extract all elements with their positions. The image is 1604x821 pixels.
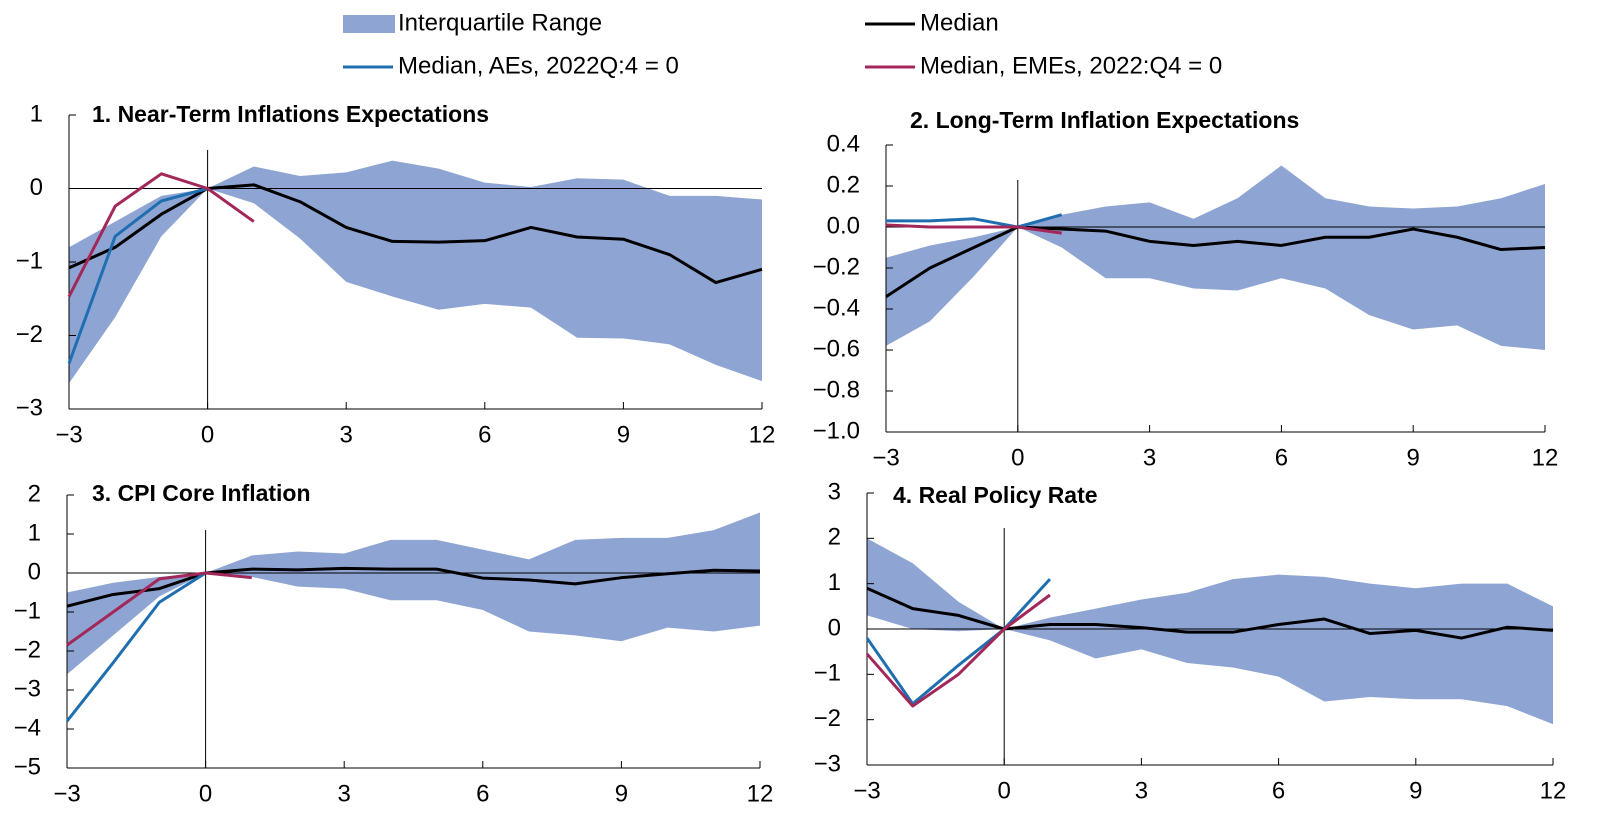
y-tick-label: −3 (14, 675, 41, 702)
x-tick-label: 9 (1407, 444, 1420, 471)
y-tick-label: −1 (14, 597, 41, 624)
x-tick-label: −3 (872, 444, 899, 471)
legend-label: Median, EMEs, 2022:Q4 = 0 (920, 52, 1222, 79)
series-line (865, 593, 1051, 708)
y-tick-label: −4 (14, 714, 41, 741)
x-tick-label: 12 (749, 421, 776, 448)
y-tick-label: −3 (814, 750, 841, 777)
y-tick-label: 0 (28, 558, 41, 585)
series-line (866, 586, 1554, 640)
x-tick-label: 0 (998, 777, 1011, 804)
legend-label: Median (920, 9, 999, 36)
x-tick-label: 0 (1011, 444, 1024, 471)
y-tick-label: −1 (16, 247, 43, 274)
x-tick-label: 12 (1540, 777, 1567, 804)
series-line (67, 187, 208, 364)
series-line (66, 566, 761, 608)
y-tick-label: −0.2 (813, 253, 860, 280)
x-tick-label: 3 (338, 780, 351, 807)
y-tick-label: 1 (828, 569, 841, 596)
y-tick-label: −2 (16, 321, 43, 348)
legend-label: Interquartile Range (398, 9, 602, 36)
x-tick-label: −3 (53, 780, 80, 807)
y-tick-label: 1 (30, 100, 43, 127)
x-tick-label: 9 (615, 780, 628, 807)
x-tick-label: 6 (478, 421, 491, 448)
x-tick-label: 6 (1272, 777, 1285, 804)
y-tick-label: 1 (28, 519, 41, 546)
y-tick-label: 0.2 (827, 171, 860, 198)
y-tick-label: −0.4 (813, 294, 860, 321)
x-tick-label: 3 (1143, 444, 1156, 471)
y-tick-label: −2 (814, 705, 841, 732)
y-tick-label: 0 (30, 174, 43, 201)
x-tick-label: 6 (476, 780, 489, 807)
series-line (67, 172, 255, 298)
y-tick-label: 2 (828, 524, 841, 551)
y-tick-label: 2 (28, 480, 41, 507)
x-tick-label: 6 (1275, 444, 1288, 471)
y-tick-label: −0.8 (813, 376, 860, 403)
iqr-band (886, 165, 1545, 350)
series-line (885, 223, 1062, 235)
panel-title: 4. Real Policy Rate (893, 482, 1098, 508)
legend-label: Median, AEs, 2022Q:4 = 0 (398, 52, 679, 79)
y-tick-label: −3 (16, 394, 43, 421)
x-tick-label: 0 (199, 780, 212, 807)
y-tick-label: −5 (14, 753, 41, 780)
series-line (65, 571, 207, 723)
legend-swatch (343, 15, 395, 33)
x-tick-label: 0 (201, 421, 214, 448)
y-tick-label: 0.4 (827, 130, 860, 157)
x-tick-label: 12 (747, 780, 774, 807)
series-line (68, 183, 763, 285)
x-tick-label: −3 (853, 777, 880, 804)
y-tick-label: 0 (828, 614, 841, 641)
y-tick-label: 3 (828, 478, 841, 505)
y-tick-label: −1 (814, 660, 841, 687)
series-line (865, 578, 1052, 706)
iqr-band (67, 512, 760, 675)
x-tick-label: 12 (1532, 444, 1559, 471)
y-tick-label: −0.6 (813, 335, 860, 362)
panel-title: 3. CPI Core Inflation (92, 480, 311, 506)
panel-title: 2. Long-Term Inflation Expectations (910, 107, 1299, 133)
series-line (66, 571, 252, 647)
y-tick-label: −2 (14, 636, 41, 663)
x-tick-label: 3 (340, 421, 353, 448)
x-tick-label: 3 (1135, 777, 1148, 804)
y-tick-label: −1.0 (813, 417, 860, 444)
series-line (886, 213, 1063, 229)
iqr-band (69, 160, 762, 384)
x-tick-label: 9 (1409, 777, 1422, 804)
panel-title: 1. Near-Term Inflations Expectations (92, 101, 489, 127)
series-line (885, 225, 1546, 298)
x-tick-label: 9 (617, 421, 630, 448)
x-tick-label: −3 (55, 421, 82, 448)
y-tick-label: 0.0 (827, 212, 860, 239)
